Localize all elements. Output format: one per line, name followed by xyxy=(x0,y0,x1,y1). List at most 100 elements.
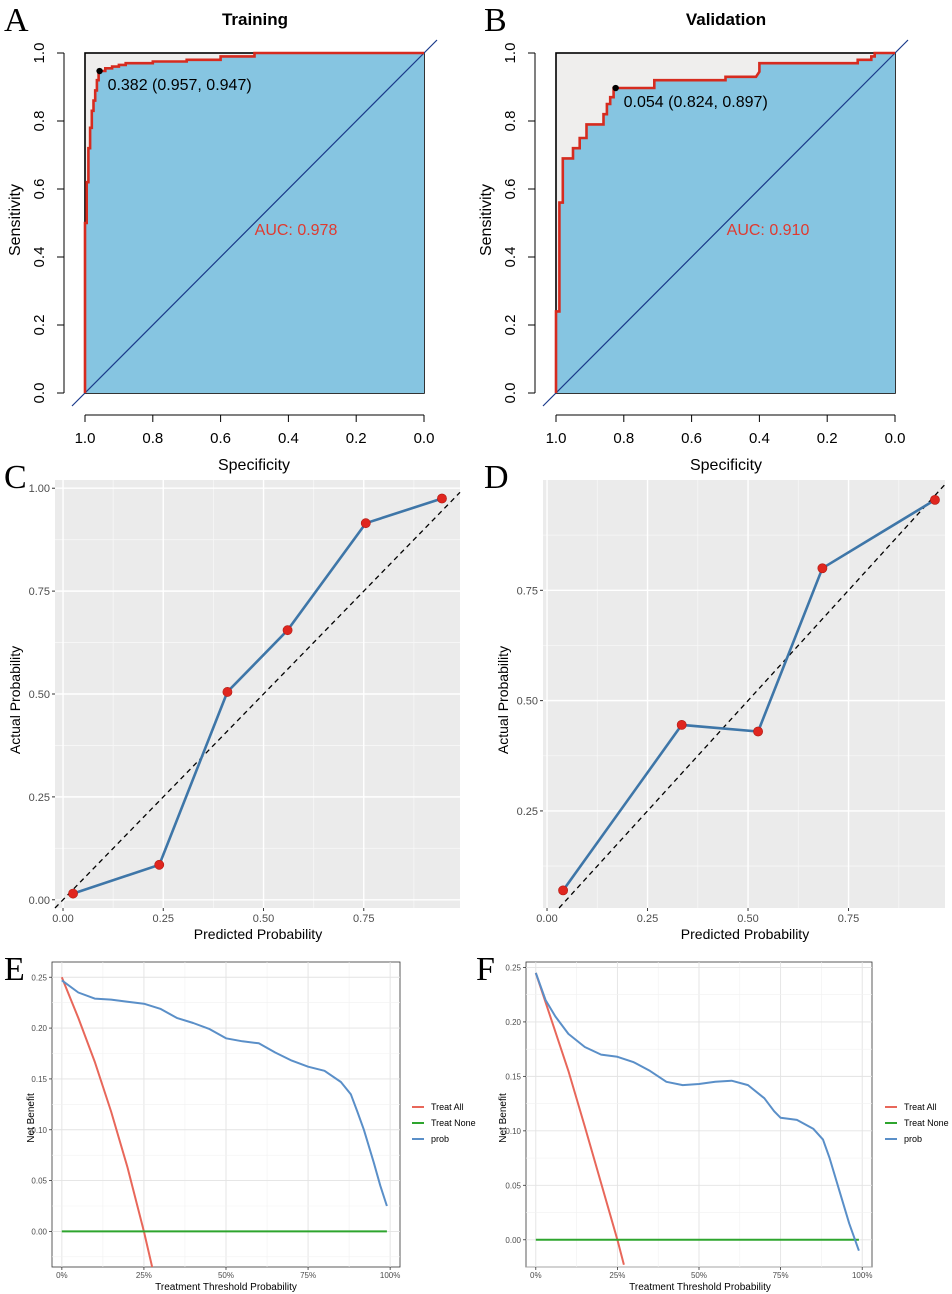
panel-f-legend-label: prob xyxy=(904,1134,922,1144)
panel-c-calibration-point xyxy=(282,625,293,636)
panel-c-y-tick-label: 0.75 xyxy=(29,586,50,598)
panel-c-y-label: Actual Probability xyxy=(7,646,23,754)
panel-e-legend-label: prob xyxy=(431,1134,449,1144)
panel-e-plot-area xyxy=(51,961,401,1268)
panel-a-x-tick-label: 0.0 xyxy=(414,430,435,447)
panel-c-y-ticks: 0.00 0.25 0.50 0.75 1.00 xyxy=(29,483,55,907)
panel-b-y-tick-label: 1.0 xyxy=(502,43,519,64)
panel-a-x-tick-label: 1.0 xyxy=(75,430,96,447)
panel-e-legend-label: Treat None xyxy=(431,1118,476,1128)
panel-b-y-tick-label: 0.6 xyxy=(502,179,519,200)
panel-d-calibration-point xyxy=(817,563,828,574)
panel-b-x-tick-label: 0.6 xyxy=(681,430,702,447)
panel-f-plot-area xyxy=(525,961,873,1268)
panel-c-plot-area xyxy=(54,480,461,909)
panel-b-plot-area xyxy=(534,39,909,416)
panel-e-x-tick-label: 0% xyxy=(56,1271,68,1280)
panel-d-x-tick-label: 0.00 xyxy=(536,913,557,925)
panel-d-calibration-point xyxy=(930,494,940,505)
panel-b-x-ticks: 1.0 0.8 0.6 0.4 0.2 0.0 xyxy=(546,415,906,447)
panel-a-x-ticks: 1.0 0.8 0.6 0.4 0.2 0.0 xyxy=(75,415,435,447)
panel-b-y-label: Sensitivity xyxy=(478,184,495,256)
panel-d-calibration-point xyxy=(558,885,568,896)
panel-f-legend-label: Treat All xyxy=(904,1102,937,1112)
panel-b-x-tick-label: 0.2 xyxy=(817,430,838,447)
panel-d-plot-background xyxy=(543,480,945,908)
panel-f-y-label: Net Benefit xyxy=(498,1093,509,1143)
panel-a-y-tick-label: 0.8 xyxy=(31,111,48,132)
panel-f-x-tick-label: 75% xyxy=(773,1271,789,1280)
panel-a-y-tick-label: 0.4 xyxy=(31,247,48,268)
panel-b-letter: B xyxy=(484,2,507,39)
panel-c-x-tick-label: 0.50 xyxy=(253,913,274,925)
panel-b-y-tick-label: 0.2 xyxy=(502,315,519,336)
panel-f-x-tick-label: 0% xyxy=(530,1271,542,1280)
panel-b-y-tick-label: 0.8 xyxy=(502,111,519,132)
panel-a-plot-area xyxy=(63,39,438,416)
panel-c-x-tick-label: 0.25 xyxy=(153,913,174,925)
panel-f-y-tick-label: 0.00 xyxy=(505,1236,521,1245)
panel-f-x-ticks: 0% 25% 50% 75% 100% xyxy=(530,1267,872,1280)
panel-e-decision-curve-training: E 0% 25% 50% 75% 100% 0.000.050.100.150.200.… xyxy=(4,951,476,1293)
panel-b-x-label: Specificity xyxy=(690,457,762,474)
panel-d-x-ticks: 0.00 0.25 0.50 0.75 xyxy=(536,908,859,925)
panel-a-y-tick-label: 0.6 xyxy=(31,179,48,200)
panel-d-x-tick-label: 0.75 xyxy=(838,913,859,925)
panel-f-y-tick-label: 0.10 xyxy=(505,1127,521,1136)
panel-d-y-tick-label: 0.75 xyxy=(517,585,538,597)
panel-a-y-tick-label: 0.0 xyxy=(31,383,48,404)
panel-c-y-tick-label: 1.00 xyxy=(29,483,50,495)
panel-b-x-tick-label: 0.4 xyxy=(749,430,770,447)
panel-e-y-label: Net Benefit xyxy=(26,1093,37,1143)
panel-c-y-tick-label: 0.25 xyxy=(29,792,50,804)
panel-c-calibration-point xyxy=(437,493,447,504)
panel-d-y-label: Actual Probability xyxy=(495,646,511,754)
panel-c-x-ticks: 0.00 0.25 0.50 0.75 xyxy=(52,908,374,925)
panel-b-cutoff-point xyxy=(612,84,619,92)
panel-f-series-prob xyxy=(534,972,860,1252)
panel-e-x-tick-label: 50% xyxy=(218,1271,234,1280)
panel-f-x-tick-label: 100% xyxy=(852,1271,872,1280)
panel-a-y-label: Sensitivity xyxy=(7,184,24,256)
panel-b-roc-curve xyxy=(554,51,895,393)
panel-d-calibration-point xyxy=(753,726,763,737)
panel-c-calibration-point xyxy=(222,687,233,697)
panel-e-y-tick-label: 0.20 xyxy=(31,1024,47,1033)
panel-f-y-tick-label: 0.25 xyxy=(505,963,521,972)
panel-b-roc-validation: B Validation 0.054 (0.824, 0.897) AUC: 0… xyxy=(478,2,909,474)
panel-e-x-ticks: 0% 25% 50% 75% 100% xyxy=(56,1267,400,1280)
panel-f-x-label: Treatment Threshold Probability xyxy=(629,1282,771,1293)
panel-a-title: Training xyxy=(222,10,288,29)
panel-a-letter: A xyxy=(4,2,29,39)
panel-a-cutoff-point xyxy=(96,67,103,75)
panel-d-x-label: Predicted Probability xyxy=(681,926,809,942)
panel-f-y-tick-label: 0.20 xyxy=(505,1018,521,1027)
panel-f-decision-curve-validation: F 0% 25% 50% 75% 100% 0.000.050.100.150.200.… xyxy=(476,951,949,1293)
panel-b-x-tick-label: 0.0 xyxy=(885,430,906,447)
panel-a-diagonal-reference xyxy=(71,39,438,407)
panel-e-series-prob xyxy=(61,979,388,1207)
panel-c-calibration-point xyxy=(154,859,165,870)
panel-b-y-tick-label: 0.0 xyxy=(502,383,519,404)
panel-a-y-ticks: 0.0 0.2 0.4 0.6 0.8 1.0 xyxy=(31,43,64,404)
panel-f-legend: Treat All Treat None prob xyxy=(885,1102,949,1144)
panel-f-y-tick-label: 0.15 xyxy=(505,1072,521,1081)
panel-d-calibration-validation: D 0.00 0.25 0.50 0.75 0.25 0.50 0.75 Predicte… xyxy=(484,459,946,942)
panel-e-legend: Treat All Treat None prob xyxy=(412,1102,476,1144)
panel-a-x-tick-label: 0.6 xyxy=(210,430,231,447)
panel-e-letter: E xyxy=(4,951,25,988)
panel-c-y-tick-label: 0.00 xyxy=(29,895,50,907)
panel-c-x-label: Predicted Probability xyxy=(194,926,322,942)
panel-b-y-tick-label: 0.4 xyxy=(502,247,519,268)
panel-b-title: Validation xyxy=(686,10,766,29)
panel-c-x-tick-label: 0.75 xyxy=(353,913,374,925)
panel-e-x-label: Treatment Threshold Probability xyxy=(155,1282,297,1293)
panel-d-calibration-point xyxy=(676,719,687,730)
panel-b-diagonal-reference xyxy=(542,39,909,407)
panel-e-series-group xyxy=(60,976,388,1267)
panel-e-y-tick-label: 0.00 xyxy=(31,1227,47,1236)
panel-e-legend-label: Treat All xyxy=(431,1102,464,1112)
panel-d-y-tick-label: 0.25 xyxy=(517,806,538,818)
